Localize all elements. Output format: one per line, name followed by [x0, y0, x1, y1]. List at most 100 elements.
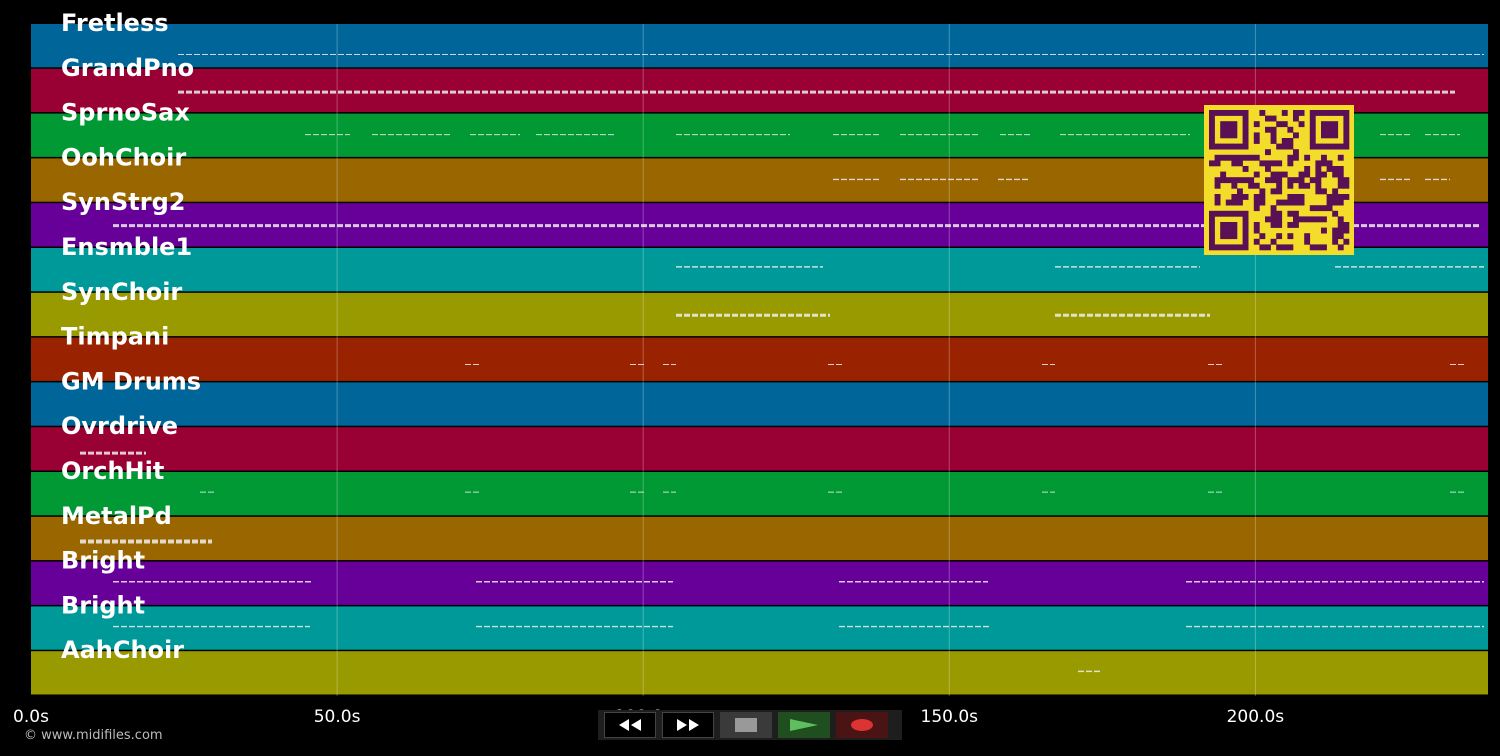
stop-button[interactable]	[720, 712, 772, 738]
qr-module	[1214, 154, 1221, 161]
qr-module	[1276, 216, 1283, 223]
track-label: OrchHit	[61, 457, 164, 485]
qr-module	[1343, 238, 1350, 245]
qr-module	[1276, 143, 1283, 150]
track-lane	[31, 561, 1488, 605]
qr-module	[1326, 126, 1333, 133]
fast-forward-button[interactable]	[662, 712, 714, 738]
qr-module	[1209, 244, 1215, 251]
track-label: GrandPno	[61, 54, 194, 82]
qr-module	[1225, 143, 1232, 150]
play-button[interactable]	[778, 712, 830, 738]
qr-module	[1326, 143, 1333, 150]
track-lane	[31, 382, 1488, 426]
qr-module	[1287, 194, 1294, 200]
qr-module	[1304, 238, 1311, 245]
qr-module	[1293, 199, 1299, 206]
qr-module	[1248, 154, 1255, 161]
rewind-button[interactable]	[604, 712, 656, 738]
qr-module	[1214, 244, 1221, 251]
track-label: Bright	[61, 547, 145, 575]
record-icon	[851, 719, 873, 731]
qr-module	[1287, 244, 1294, 251]
qr-module	[1332, 143, 1339, 150]
qr-module	[1265, 126, 1271, 133]
qr-module	[1343, 177, 1350, 184]
qr-module	[1321, 244, 1327, 251]
qr-module	[1343, 222, 1350, 228]
qr-module	[1315, 205, 1322, 212]
qr-module	[1231, 160, 1238, 167]
qr-module	[1209, 222, 1215, 228]
qr-module	[1209, 233, 1215, 240]
qr-module	[1220, 177, 1227, 184]
qr-module	[1326, 110, 1333, 116]
qr-module	[1248, 182, 1255, 189]
qr-module	[1321, 132, 1327, 139]
qr-module	[1281, 199, 1288, 206]
qr-module	[1253, 199, 1260, 206]
qr-module	[1237, 110, 1243, 116]
qr-module	[1276, 182, 1283, 189]
qr-module	[1281, 138, 1288, 144]
qr-module	[1332, 233, 1339, 240]
qr-module	[1326, 132, 1333, 139]
qr-module	[1304, 233, 1311, 240]
qr-module	[1237, 160, 1243, 167]
track-label: Ensmble1	[61, 233, 192, 261]
fast-forward-icon	[677, 719, 699, 731]
qr-module	[1337, 143, 1344, 150]
qr-module	[1259, 244, 1266, 251]
qr-module	[1315, 216, 1322, 223]
qr-module	[1231, 177, 1238, 184]
qr-module	[1231, 182, 1238, 189]
record-button[interactable]	[836, 712, 888, 738]
qr-module	[1287, 177, 1294, 184]
qr-module	[1225, 177, 1232, 184]
time-tick-label: 50.0s	[314, 707, 361, 727]
qr-module	[1337, 154, 1344, 161]
qr-module	[1276, 171, 1283, 178]
qr-module	[1237, 154, 1243, 161]
qr-module	[1309, 205, 1316, 212]
qr-module	[1214, 160, 1221, 167]
qr-module	[1337, 199, 1344, 206]
qr-module	[1304, 171, 1311, 178]
track-lane	[31, 427, 1488, 471]
qr-module	[1259, 233, 1266, 240]
qr-module	[1315, 182, 1322, 189]
qr-module	[1304, 216, 1311, 223]
qr-module	[1214, 194, 1221, 200]
qr-module	[1253, 222, 1260, 228]
qr-module	[1225, 210, 1232, 217]
qr-module	[1337, 222, 1344, 228]
qr-module	[1298, 194, 1305, 200]
qr-module	[1270, 171, 1277, 178]
qr-module	[1231, 143, 1238, 150]
qr-module	[1337, 110, 1344, 116]
qr-module	[1242, 222, 1249, 228]
qr-module	[1270, 238, 1277, 245]
qr-module	[1337, 227, 1344, 234]
qr-module	[1242, 166, 1249, 172]
qr-module	[1343, 132, 1350, 139]
qr-module	[1242, 132, 1249, 139]
qr-module	[1225, 126, 1232, 133]
qr-module	[1209, 126, 1215, 133]
track-label: Ovrdrive	[61, 412, 178, 440]
qr-module	[1242, 244, 1249, 251]
qr-module	[1259, 188, 1266, 195]
qr-module	[1265, 115, 1271, 122]
qr-module	[1209, 227, 1215, 234]
qr-module	[1220, 210, 1227, 217]
qr-module	[1321, 188, 1327, 195]
qr-module	[1281, 121, 1288, 128]
track-lane	[31, 337, 1488, 381]
qr-module	[1332, 132, 1339, 139]
qr-module	[1309, 138, 1316, 144]
qr-module	[1276, 244, 1283, 251]
qr-module	[1265, 149, 1271, 156]
rewind-icon	[619, 719, 641, 731]
qr-module	[1332, 199, 1339, 206]
